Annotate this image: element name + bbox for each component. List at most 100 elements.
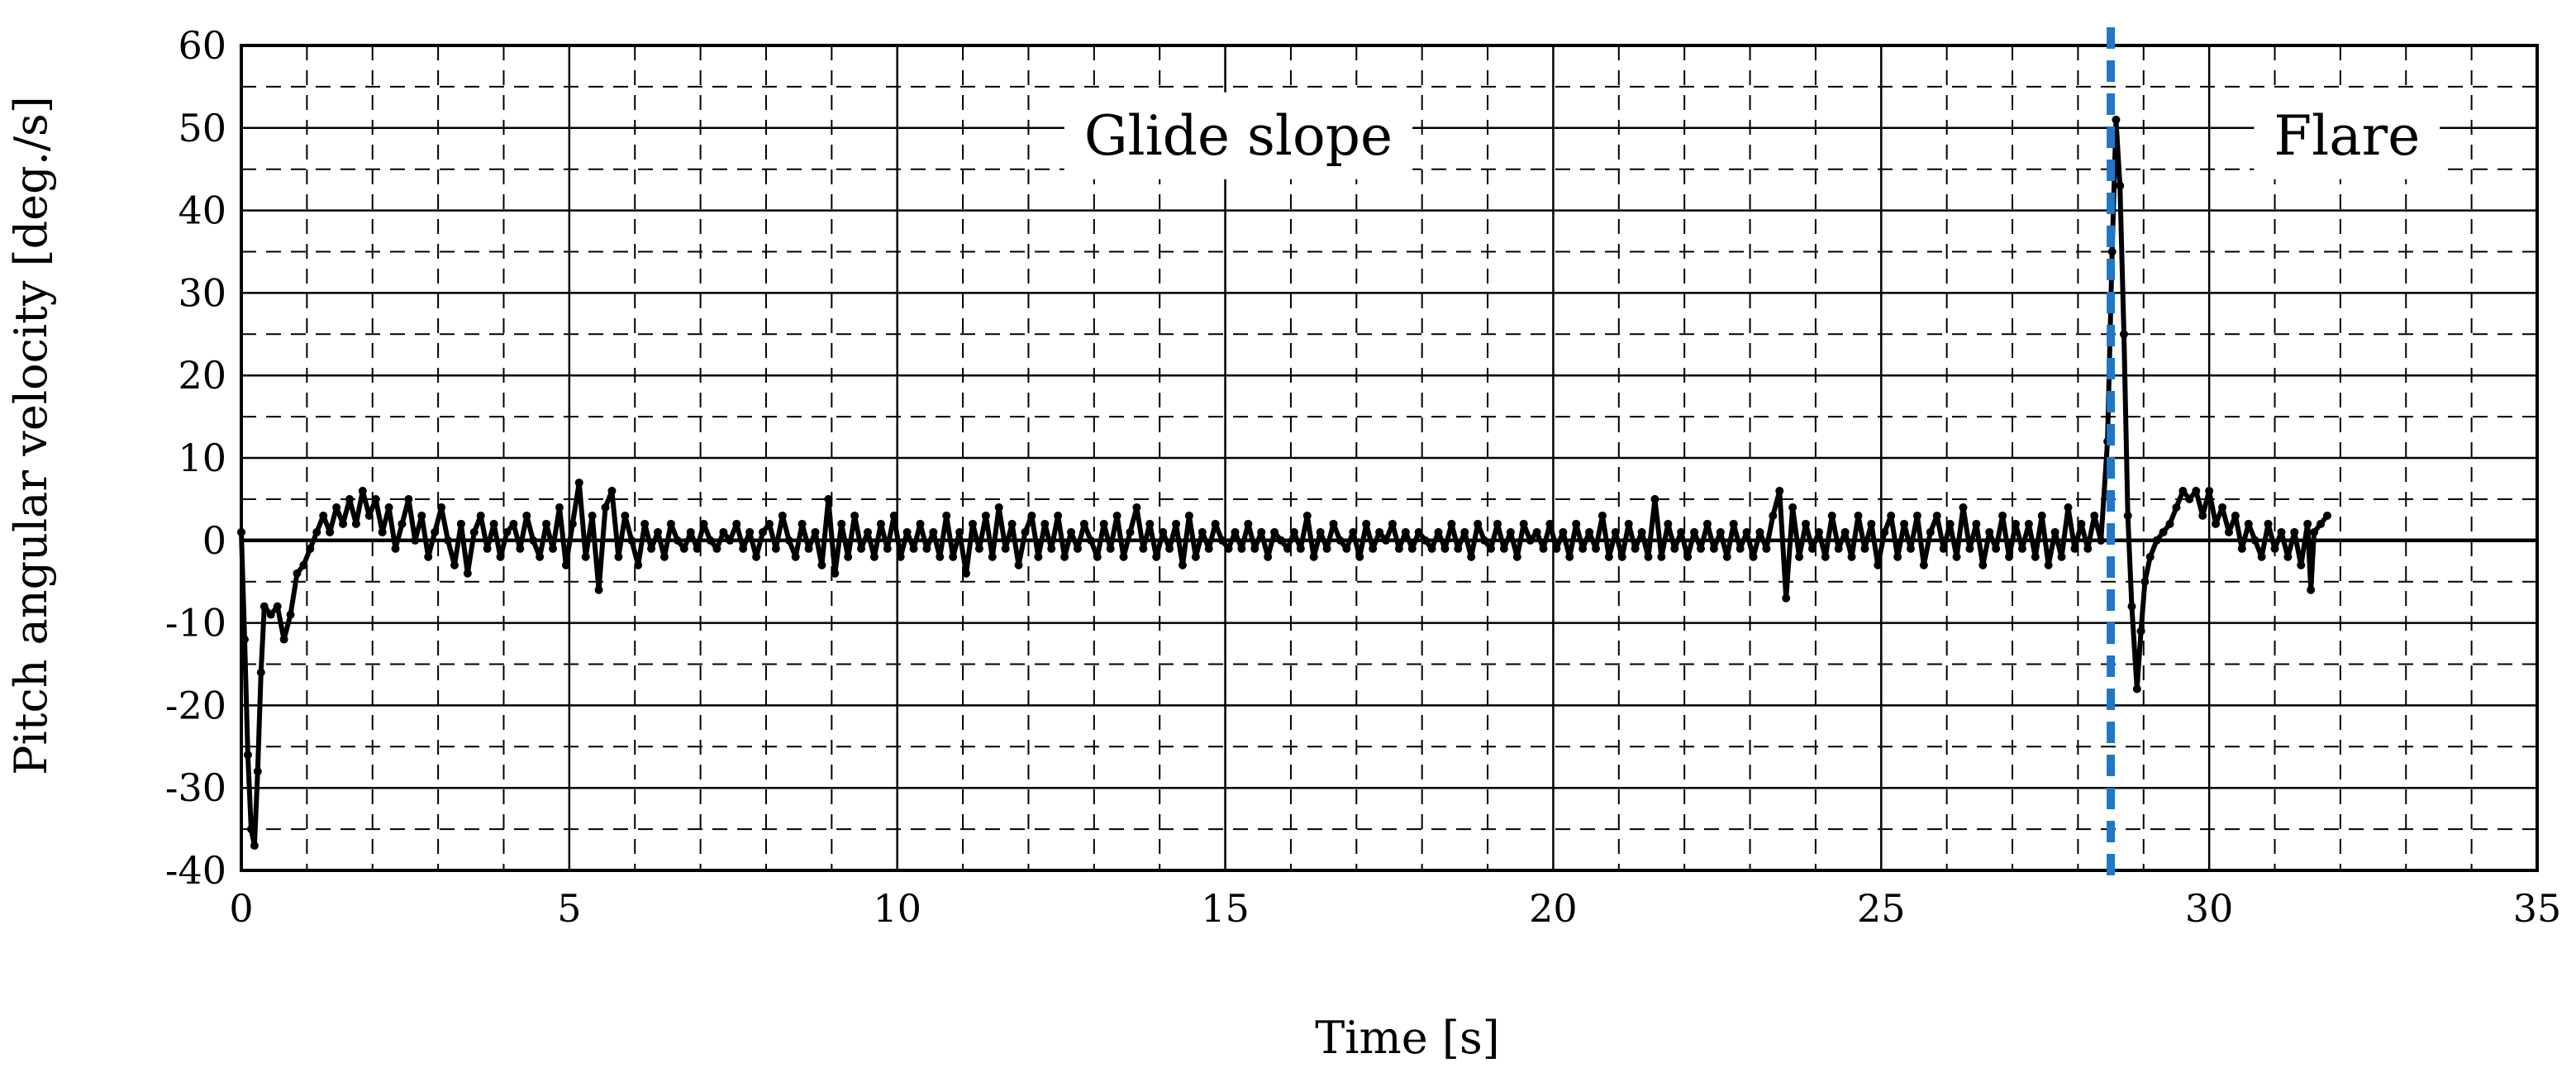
data-point xyxy=(588,511,597,520)
data-point xyxy=(771,544,780,553)
data-point xyxy=(1322,544,1331,553)
data-point xyxy=(2119,330,2128,339)
data-point xyxy=(1231,527,1240,536)
data-point xyxy=(889,511,898,520)
data-point xyxy=(1067,527,1076,536)
data-point xyxy=(759,527,768,536)
data-point xyxy=(536,552,545,561)
data-point xyxy=(1079,519,1088,528)
data-point xyxy=(1912,511,1921,520)
region-label: Flare xyxy=(2274,104,2420,168)
data-point xyxy=(1565,552,1574,561)
data-point xyxy=(1998,511,2007,520)
data-point xyxy=(1690,527,1699,536)
data-point xyxy=(896,552,905,561)
data-point xyxy=(1362,519,1371,528)
data-point xyxy=(869,552,879,561)
data-point xyxy=(607,486,617,495)
data-point xyxy=(1047,544,1056,553)
data-point xyxy=(2218,503,2227,512)
data-point xyxy=(2185,494,2194,503)
data-point xyxy=(312,527,321,536)
data-point xyxy=(883,544,892,553)
data-point xyxy=(1702,519,1712,528)
data-point xyxy=(1001,544,1010,553)
data-point xyxy=(1959,503,1968,512)
data-point xyxy=(1749,552,1758,561)
data-point xyxy=(1283,544,1292,553)
data-point xyxy=(817,560,826,570)
data-point xyxy=(2297,560,2306,570)
data-point xyxy=(1814,527,1823,536)
data-point xyxy=(712,544,721,553)
data-point xyxy=(1978,560,1988,570)
data-point xyxy=(555,503,564,512)
data-point xyxy=(384,503,393,512)
data-point xyxy=(942,511,951,520)
data-point xyxy=(240,635,249,644)
data-point xyxy=(949,552,958,561)
data-point xyxy=(1040,519,1050,528)
data-point xyxy=(994,503,1003,512)
data-point xyxy=(1965,544,1974,553)
data-point xyxy=(1191,552,1200,561)
data-point xyxy=(398,519,407,528)
data-point xyxy=(2024,519,2033,528)
data-point xyxy=(798,519,807,528)
annotation-backgrounds xyxy=(1064,92,2440,179)
data-point xyxy=(1907,544,1916,553)
data-point xyxy=(706,536,715,545)
data-point xyxy=(1139,544,1148,553)
grid xyxy=(241,45,2537,870)
x-tick-label: 10 xyxy=(873,886,921,931)
data-point xyxy=(549,544,558,553)
data-point xyxy=(1795,552,1804,561)
data-point xyxy=(634,560,643,570)
data-point xyxy=(1769,511,1778,520)
data-point xyxy=(1375,527,1384,536)
data-point xyxy=(719,527,728,536)
data-point xyxy=(988,552,997,561)
data-point xyxy=(1427,544,1436,553)
data-point xyxy=(1972,519,1981,528)
data-point xyxy=(581,552,590,561)
data-point xyxy=(2316,519,2326,528)
data-point xyxy=(1302,511,1312,520)
data-point xyxy=(326,527,335,536)
data-point xyxy=(256,668,265,677)
data-point xyxy=(1493,519,1502,528)
y-tick-label: -10 xyxy=(165,601,226,646)
data-point xyxy=(266,610,275,619)
data-point xyxy=(378,527,387,536)
data-point xyxy=(1854,511,1863,520)
data-point xyxy=(2178,486,2188,495)
data-point xyxy=(699,519,708,528)
data-point xyxy=(243,751,252,760)
x-axis-title: Time [s] xyxy=(1315,1012,1499,1064)
data-point xyxy=(1598,511,1607,520)
data-point xyxy=(279,635,288,644)
data-point xyxy=(489,519,498,528)
data-point xyxy=(1716,527,1725,536)
data-point xyxy=(1355,552,1364,561)
data-point xyxy=(1145,519,1155,528)
data-point xyxy=(1683,552,1693,561)
data-point xyxy=(1414,527,1423,536)
data-point xyxy=(1782,593,1791,603)
data-point xyxy=(863,527,872,536)
data-point xyxy=(1440,544,1450,553)
data-point xyxy=(1382,536,1391,545)
data-point xyxy=(2231,511,2240,520)
data-point xyxy=(516,544,525,553)
data-point xyxy=(483,544,492,553)
data-point xyxy=(371,494,380,503)
data-point xyxy=(1847,552,1856,561)
data-point xyxy=(250,841,259,851)
data-point xyxy=(673,536,682,545)
data-point xyxy=(1454,544,1463,553)
data-point xyxy=(1821,552,1830,561)
data-point xyxy=(1172,519,1181,528)
data-point xyxy=(1447,519,1456,528)
y-tick-label: 30 xyxy=(178,270,226,315)
